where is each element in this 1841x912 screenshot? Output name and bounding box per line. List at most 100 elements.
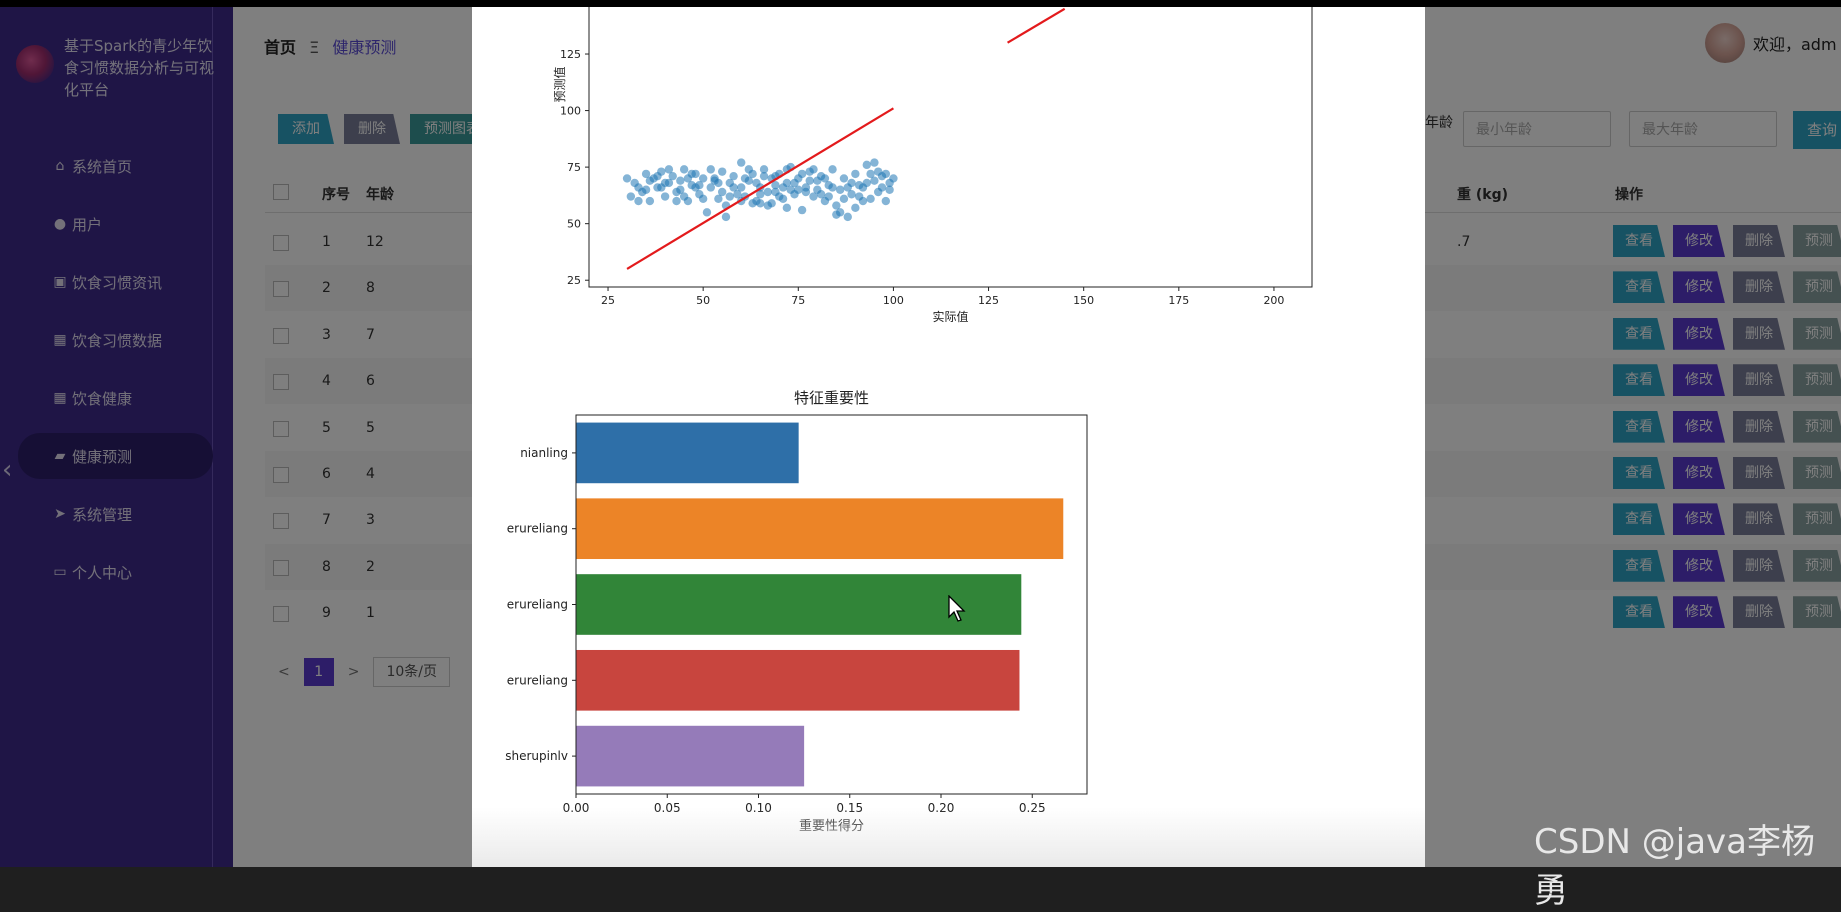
scatter-point [645,196,655,206]
scatter-point [843,183,852,192]
x-tick-label: 75 [791,294,805,307]
modal-bottom-fade [472,807,1425,867]
x-tick-label: 100 [883,294,904,307]
scatter-point [847,190,856,199]
x-tick-label: 150 [1073,294,1094,307]
scatter-point [843,212,852,222]
scatter-point [839,174,849,183]
importance-bar [576,498,1064,560]
scatter-point [683,174,693,183]
scatter-point [835,185,845,194]
scatter-point [706,165,715,174]
scatter-point [698,174,708,183]
scatter-point [737,158,746,167]
scatter-point [729,171,738,181]
scatter-point [805,176,814,185]
scatter-point [839,194,849,203]
scatter-point [775,192,784,201]
scatter-point [797,169,807,179]
scatter-point [809,165,818,174]
scatter-point [645,176,655,185]
scatter-point [885,185,894,194]
y-tick-label: 75 [567,161,581,174]
scatter-point [866,194,875,203]
scatter-point [862,178,871,188]
x-tick-label: 175 [1168,294,1189,307]
y-tick-label: 50 [567,218,581,231]
importance-bar [576,725,805,787]
category-label: sherupinlv [505,749,568,763]
importance-bar [576,574,1022,635]
scatter-point [660,192,670,201]
chart-title: 特征重要性 [794,389,869,407]
scatter-point [756,199,765,208]
scatter-point [622,174,632,183]
x-axis-label: 实际值 [932,309,968,324]
scatter-point [702,208,712,217]
scatter-point [797,205,807,215]
scatter-point [717,167,727,176]
y-tick-label: 25 [567,274,581,287]
scatter-point [771,181,780,190]
scatter-point [717,187,727,197]
scatter-point [889,174,898,183]
scatter-point [794,185,803,194]
scatter-point [832,210,841,219]
scatter-point [653,171,662,181]
scatter-point [881,196,891,206]
scatter-point [657,183,666,192]
scatter-point [676,185,685,194]
scatter-point [691,183,700,192]
category-label: erureliang [507,673,568,687]
scatter-point [809,192,818,201]
scatter-point [737,183,746,192]
category-label: erureliang [507,522,568,536]
scatter-point [801,187,811,197]
scatter-point [874,167,883,176]
x-tick-label: 200 [1263,294,1284,307]
scatter-point [729,183,738,192]
scatter-point [786,185,795,194]
scatter-point [759,171,769,181]
y-tick-label: 100 [560,105,581,118]
scatter-point [854,181,864,190]
scatter-point [820,174,830,183]
scatter-point [763,187,773,197]
importance-bar [576,649,1020,711]
scatter-chart: 25 50 75 100 125 150 175 200 25 50 75 100 125 实际值 预测值 [552,7,1313,324]
scatter-point [832,201,841,210]
scatter-point [664,165,674,174]
top-strip [0,0,1841,7]
scatter-point [676,176,685,185]
category-label: nianling [520,446,568,460]
scatter-point [710,176,719,185]
scatter-point [756,190,765,199]
scatter-point [813,185,822,194]
importance-bar [576,422,799,484]
scatter-point [870,176,879,185]
scatter-point [672,196,681,206]
mouse-cursor-icon [948,595,966,622]
scatter-point [748,199,757,208]
watermark: CSDN @java李杨勇 [1534,822,1815,911]
scatter-point [790,178,799,188]
scatter-point [733,190,742,199]
scatter-point [752,178,761,188]
plot-frame [575,414,1088,795]
plot-frame [588,7,1313,288]
scatter-point [881,169,891,179]
scatter-point [828,183,837,192]
scatter-point [706,183,715,192]
scatter-point [634,196,643,206]
scatter-point [744,165,754,174]
scatter-point [877,183,887,192]
scatter-point [866,169,875,179]
scatter-point [698,194,708,203]
category-label: erureliang [507,598,568,612]
scatter-point [679,165,689,174]
chart-modal: 25 50 75 100 125 150 175 200 25 50 75 100 125 实际值 预测值 … [472,7,1425,867]
scatter-point [714,194,723,203]
scatter-point [824,192,833,201]
scatter-point [828,165,837,174]
scatter-point [858,196,868,206]
